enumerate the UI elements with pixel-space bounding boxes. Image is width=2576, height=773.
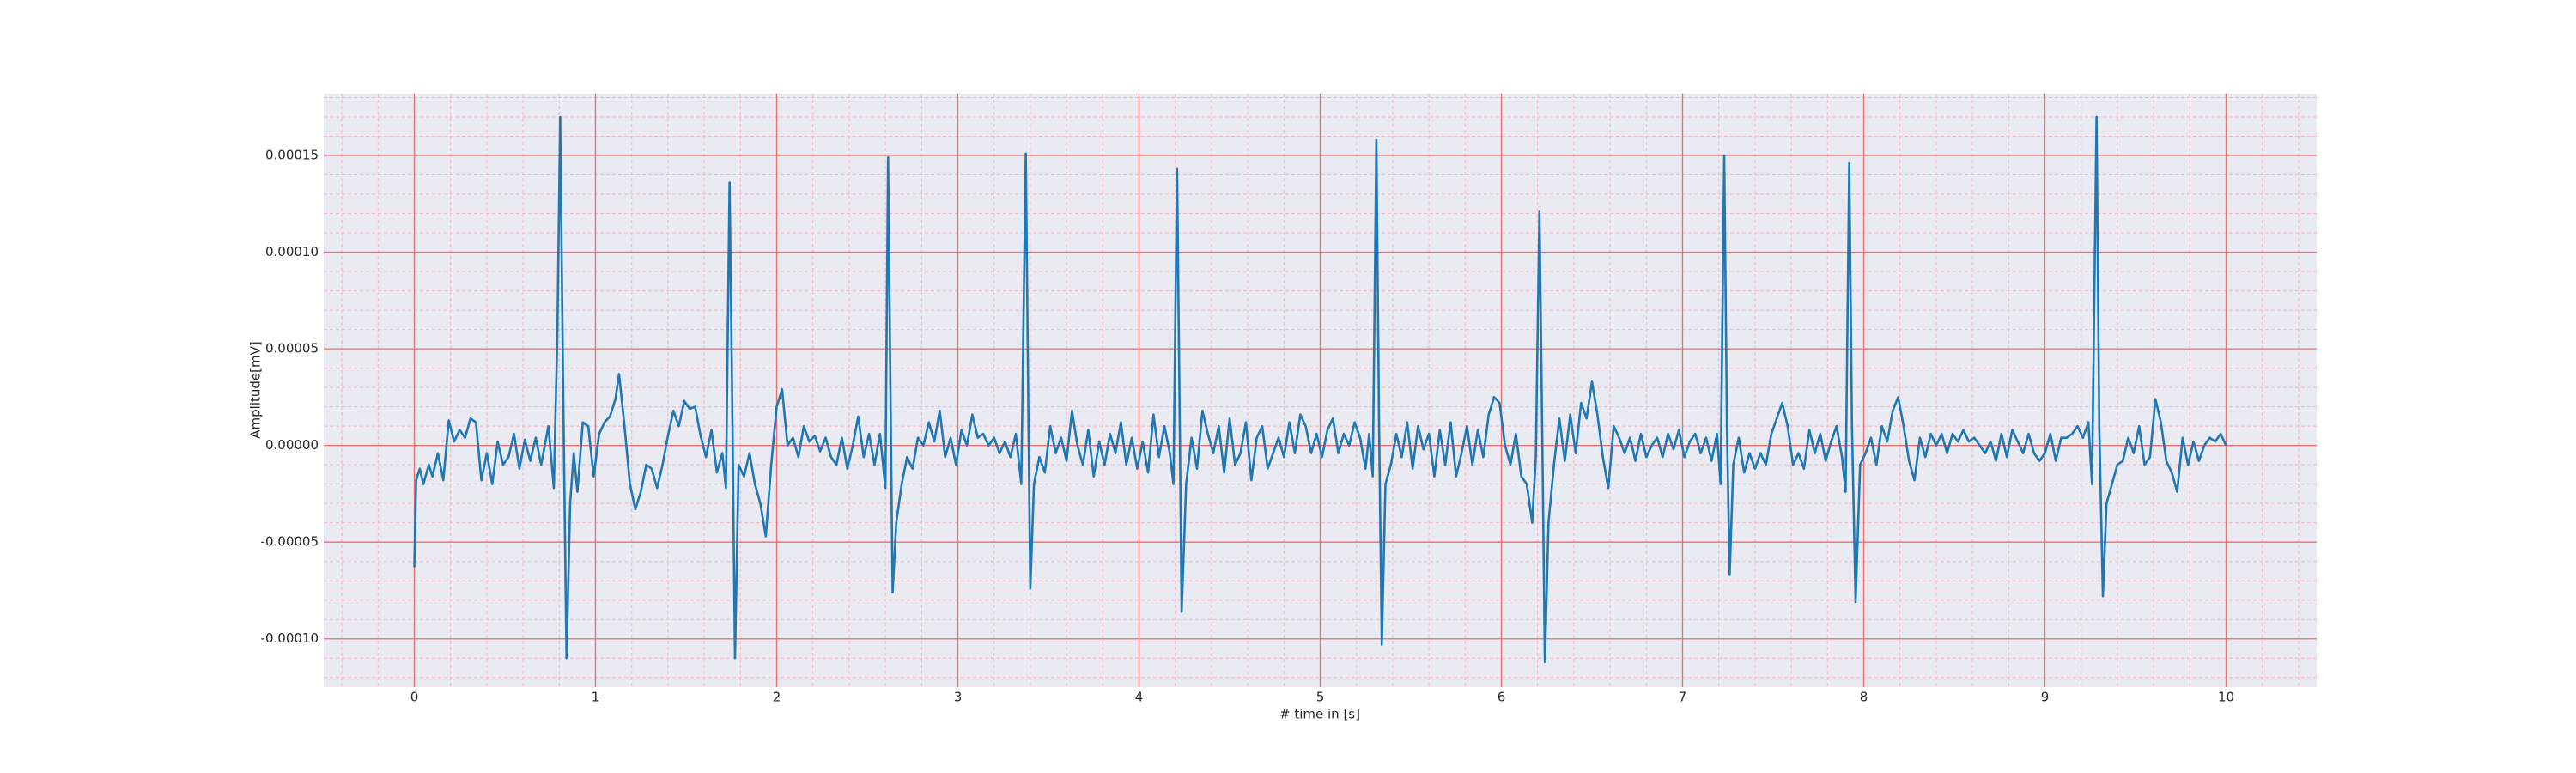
x-tick-label: 3 bbox=[954, 690, 963, 705]
y-axis-label: Amplitude[mV] bbox=[248, 341, 264, 438]
y-tick-label: 0.00010 bbox=[265, 244, 319, 259]
y-tick-label: -0.00005 bbox=[261, 534, 319, 550]
y-tick-label: 0.00015 bbox=[265, 148, 319, 163]
x-tick-label: 4 bbox=[1135, 690, 1144, 705]
x-tick-label: 5 bbox=[1316, 690, 1325, 705]
y-tick-label: 0.00005 bbox=[265, 341, 319, 356]
x-tick-label: 8 bbox=[1860, 690, 1868, 705]
x-tick-label: 10 bbox=[2218, 690, 2234, 705]
x-tick-label: 7 bbox=[1679, 690, 1687, 705]
x-tick-label: 9 bbox=[2041, 690, 2050, 705]
signal-line bbox=[413, 115, 2227, 664]
x-tick-label: 6 bbox=[1498, 690, 1506, 705]
x-tick-label: 0 bbox=[410, 690, 419, 705]
x-tick-label: 1 bbox=[592, 690, 600, 705]
x-axis-label: # time in [s] bbox=[1279, 707, 1360, 722]
y-tick-label: 0.00000 bbox=[265, 437, 319, 453]
y-tick-label: -0.00010 bbox=[261, 630, 319, 646]
x-tick-label: 2 bbox=[773, 690, 781, 705]
